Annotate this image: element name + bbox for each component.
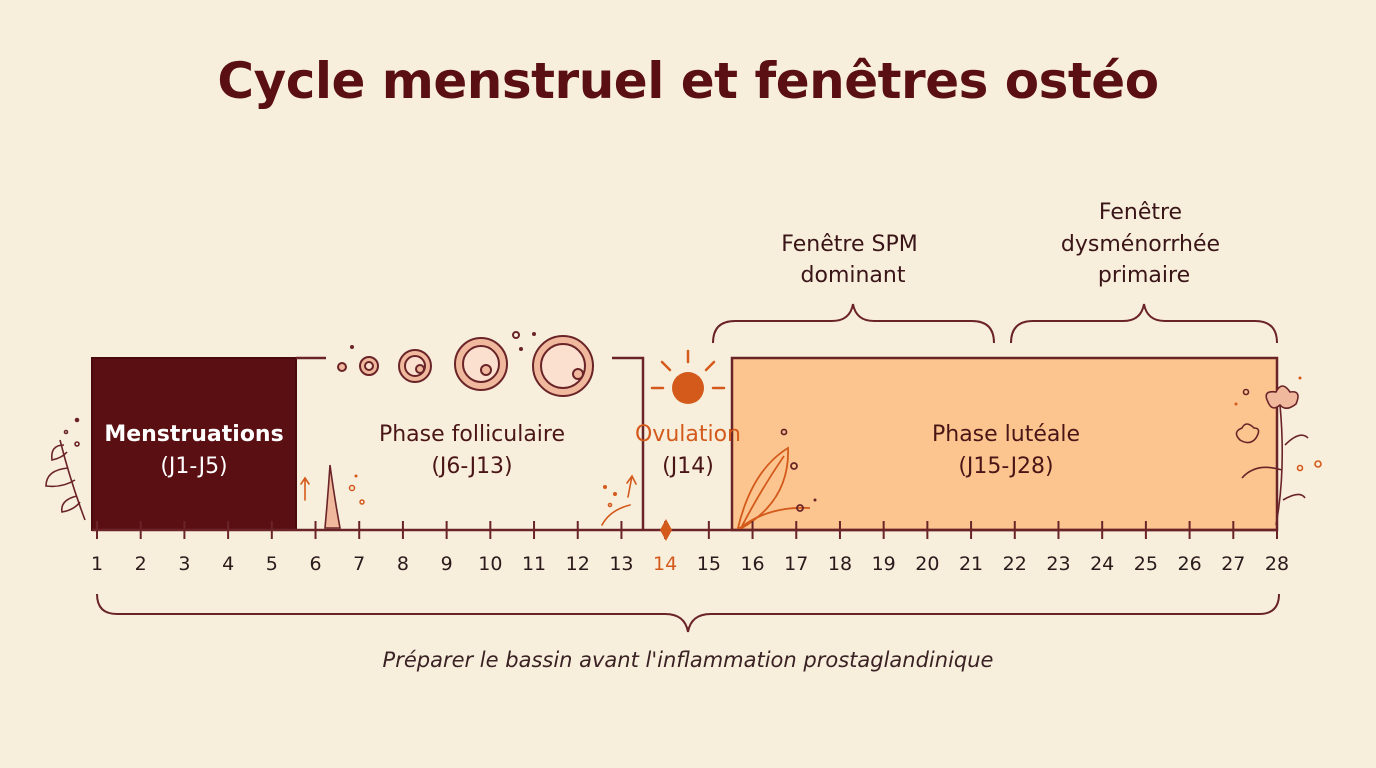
phase-label-follicular: Phase folliculaire: [379, 422, 565, 447]
phase-block-luteal: [730, 356, 1279, 532]
day-label: 15: [697, 553, 721, 575]
follicular-outline: [296, 356, 645, 530]
phase-label-ovulation: Ovulation: [635, 422, 741, 447]
diamond-marker-icon: [660, 519, 672, 541]
day-label: 6: [309, 553, 321, 575]
day-label: 8: [397, 553, 409, 575]
day-label: 14: [653, 553, 677, 575]
day-label: 20: [915, 553, 939, 575]
day-label: 3: [178, 553, 190, 575]
phase-range-follicular: (J6-J13): [431, 454, 512, 479]
phase-range-menstruation: (J1-J5): [160, 454, 227, 479]
phase-label-luteal: Phase lutéale: [932, 422, 1080, 447]
phase-range-ovulation: (J14): [662, 454, 714, 479]
cycle-brace: [96, 593, 1280, 633]
leaf-icon: [736, 428, 817, 529]
timeline-day-labels: 1 2 3 4 5 6 7 8 9 10 11 12 13 14 15 16 17 18 19 20 21 22 23 24 2…: [91, 553, 1289, 575]
leaf-sprig-icon: [45, 417, 86, 521]
phase-block-menstruation: [91, 357, 297, 531]
day-label: 21: [959, 553, 983, 575]
decor-stem: [324, 464, 365, 529]
day-label: 7: [353, 553, 365, 575]
day-label: 27: [1221, 553, 1245, 575]
flower-icon: [1234, 376, 1322, 526]
caption: Préparer le bassin avant l'inflammation …: [382, 648, 994, 672]
window-brace-dysmenorrhea: [1010, 303, 1278, 344]
day-label: 9: [441, 553, 453, 575]
day-label: 19: [872, 553, 896, 575]
day-label: 13: [609, 553, 633, 575]
window-brace-spm: [712, 303, 995, 344]
day-label: 2: [135, 553, 147, 575]
day-label: 4: [222, 553, 234, 575]
day-label: 16: [740, 553, 764, 575]
sun-icon: [650, 349, 726, 404]
day-label: 24: [1090, 553, 1114, 575]
diagram-title: Cycle menstruel et fenêtres ostéo: [217, 52, 1159, 110]
phase-range-luteal: (J15-J28): [958, 454, 1053, 479]
arrow-up-icon: [300, 474, 637, 526]
window-label-dysmenorrhea: Fenêtre dysménorrhée primaire: [1061, 200, 1227, 288]
day-label: 25: [1134, 553, 1158, 575]
day-label: 11: [522, 553, 546, 575]
day-label: 28: [1265, 553, 1289, 575]
day-label: 17: [784, 553, 808, 575]
follicle-icon: [337, 331, 594, 397]
day-label: 5: [266, 553, 278, 575]
window-label-spm: Fenêtre SPM dominant: [781, 232, 924, 288]
day-label: 10: [478, 553, 502, 575]
timeline-ticks: [96, 521, 1278, 539]
phase-label-menstruation: Menstruations: [104, 422, 283, 447]
day-label: 12: [566, 553, 590, 575]
day-label: 23: [1046, 553, 1070, 575]
day-label: 26: [1177, 553, 1201, 575]
day-label: 18: [828, 553, 852, 575]
day-label: 22: [1003, 553, 1027, 575]
day-label: 1: [91, 553, 103, 575]
